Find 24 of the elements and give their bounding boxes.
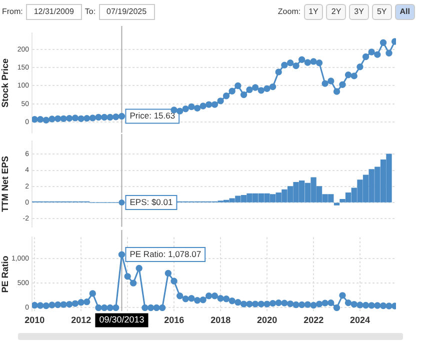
annotation: PE Ratio: 1,078.07 — [130, 248, 202, 259]
x-tick-label: 2012 — [71, 315, 92, 326]
text: Zoom: — [278, 6, 301, 18]
text: 1Y — [304, 4, 324, 20]
annotation: Price: 15.63 — [130, 110, 176, 121]
text: From: — [2, 6, 23, 18]
text: 5Y — [372, 4, 392, 20]
text: 12/31/2009 — [26, 4, 82, 20]
x-tick-label: 2024 — [350, 315, 370, 326]
x-tick-label: 2020 — [257, 315, 278, 326]
y-axis-title: TTM Net EPS — [0, 156, 10, 212]
text: 07/19/2025 — [98, 4, 155, 20]
x-tick-label: 2010 — [24, 315, 45, 326]
x-tick-label: 2022 — [304, 315, 324, 326]
y-axis-title: Stock Price — [0, 58, 10, 108]
text: All — [394, 4, 415, 20]
x-tick-label: 2016 — [164, 315, 184, 326]
text: To: — [84, 6, 96, 18]
x-tick-label: 2018 — [210, 315, 231, 326]
ref-line-label: 09/30/2013 — [99, 314, 144, 325]
text: 3Y — [349, 4, 369, 20]
y-axis-title: PE Ratio — [0, 255, 10, 293]
annotation: EPS: $0.01 — [130, 196, 173, 207]
text: 2Y — [326, 4, 346, 20]
